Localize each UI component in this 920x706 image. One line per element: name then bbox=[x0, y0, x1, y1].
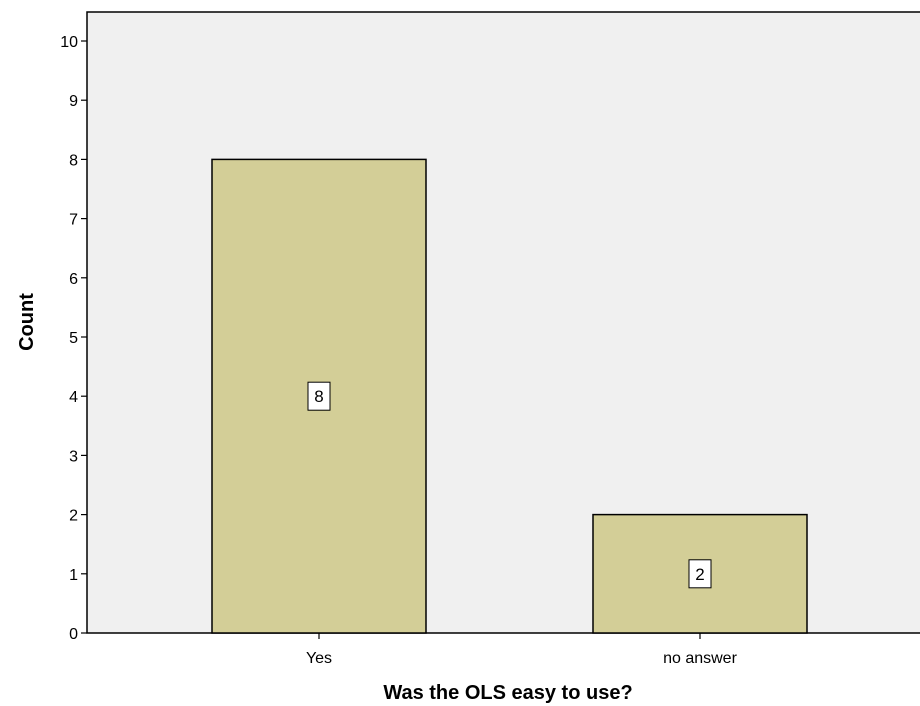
y-tick-label: 5 bbox=[69, 330, 78, 347]
y-axis-ticks: 0 1 2 3 4 5 6 7 8 9 10 bbox=[60, 34, 87, 643]
x-axis-ticks: Yes no answer bbox=[306, 633, 738, 667]
y-tick-label: 8 bbox=[69, 152, 78, 169]
y-tick-label: 9 bbox=[69, 93, 78, 110]
x-axis-title: Was the OLS easy to use? bbox=[383, 682, 632, 704]
x-tick-label: no answer bbox=[663, 650, 737, 667]
data-label-box bbox=[307, 381, 331, 411]
y-axis-title: Count bbox=[16, 293, 38, 351]
y-tick-label: 6 bbox=[69, 271, 78, 288]
y-tick-label: 1 bbox=[69, 567, 78, 584]
x-tick-label: Yes bbox=[306, 650, 332, 667]
y-tick-label: 2 bbox=[69, 508, 78, 525]
y-tick-label: 10 bbox=[60, 34, 78, 51]
y-tick-label: 3 bbox=[69, 448, 78, 465]
y-tick-label: 7 bbox=[69, 212, 78, 229]
data-label: 8 bbox=[314, 387, 323, 406]
y-tick-label: 4 bbox=[69, 389, 78, 406]
data-label: 2 bbox=[695, 565, 704, 584]
bars: 82 bbox=[211, 158, 808, 634]
data-label-box bbox=[688, 559, 712, 589]
y-tick-label: 0 bbox=[69, 626, 78, 643]
